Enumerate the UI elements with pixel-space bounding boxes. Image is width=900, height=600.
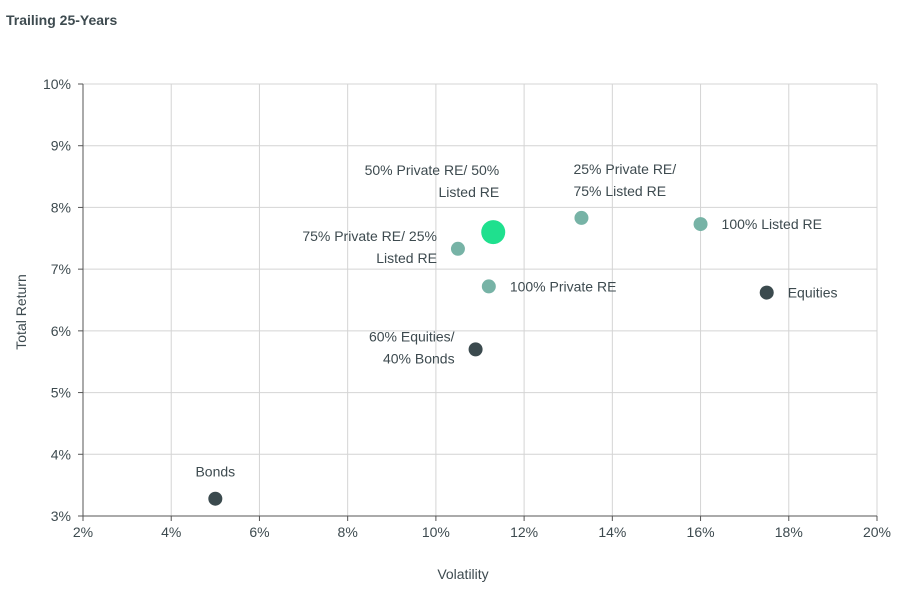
point-label: Listed RE bbox=[439, 184, 500, 200]
y-tick-label: 7% bbox=[51, 261, 71, 277]
x-tick-label: 10% bbox=[422, 524, 450, 540]
point-labels: Bonds 60% Equities/40% Bonds Equities 100% … bbox=[195, 161, 837, 480]
y-axis-ticks: 3% 4% 5% 6% 7% 8% 9% 10% bbox=[43, 76, 71, 524]
y-tick-label: 6% bbox=[51, 323, 71, 339]
x-axis-label: Volatility bbox=[437, 566, 488, 582]
x-tick-label: 2% bbox=[73, 524, 93, 540]
point-label: 100% Private RE bbox=[510, 278, 617, 294]
y-axis-label: Total Return bbox=[13, 274, 29, 349]
x-tick-label: 14% bbox=[598, 524, 626, 540]
axes bbox=[78, 83, 878, 521]
point-label: 50% Private RE/ 50% bbox=[365, 162, 500, 178]
x-axis-ticks: 2% 4% 6% 8% 10% 12% 14% 16% 18% 20% bbox=[73, 524, 891, 540]
data-point bbox=[468, 342, 483, 357]
data-point bbox=[574, 210, 589, 225]
point-label: 75% Private RE/ 25% bbox=[302, 228, 437, 244]
point-label: Listed RE bbox=[376, 250, 437, 266]
chart-title: Trailing 25-Years bbox=[6, 12, 118, 28]
y-tick-label: 10% bbox=[43, 76, 71, 92]
y-tick-label: 3% bbox=[51, 508, 71, 524]
x-tick-label: 18% bbox=[775, 524, 803, 540]
point-label: Bonds bbox=[195, 464, 235, 480]
data-point bbox=[759, 285, 774, 300]
x-tick-label: 20% bbox=[863, 524, 891, 540]
point-label: Equities bbox=[788, 285, 838, 301]
y-tick-label: 4% bbox=[51, 446, 71, 462]
point-label: 40% Bonds bbox=[383, 350, 455, 366]
x-tick-label: 16% bbox=[687, 524, 715, 540]
data-point bbox=[450, 241, 465, 256]
y-tick-label: 8% bbox=[51, 199, 71, 215]
data-point bbox=[481, 220, 506, 245]
data-points bbox=[208, 210, 774, 506]
y-tick-label: 5% bbox=[51, 385, 71, 401]
x-tick-label: 8% bbox=[338, 524, 358, 540]
data-point bbox=[481, 279, 496, 294]
x-tick-label: 6% bbox=[249, 524, 269, 540]
point-label: 100% Listed RE bbox=[722, 216, 822, 232]
x-tick-label: 12% bbox=[510, 524, 538, 540]
point-label: 75% Listed RE bbox=[573, 183, 666, 199]
point-label: 60% Equities/ bbox=[369, 328, 455, 344]
point-label: 25% Private RE/ bbox=[573, 161, 676, 177]
x-tick-label: 4% bbox=[161, 524, 181, 540]
data-point bbox=[693, 217, 708, 232]
gridlines bbox=[82, 83, 878, 517]
data-point bbox=[208, 491, 223, 506]
y-tick-label: 9% bbox=[51, 138, 71, 154]
